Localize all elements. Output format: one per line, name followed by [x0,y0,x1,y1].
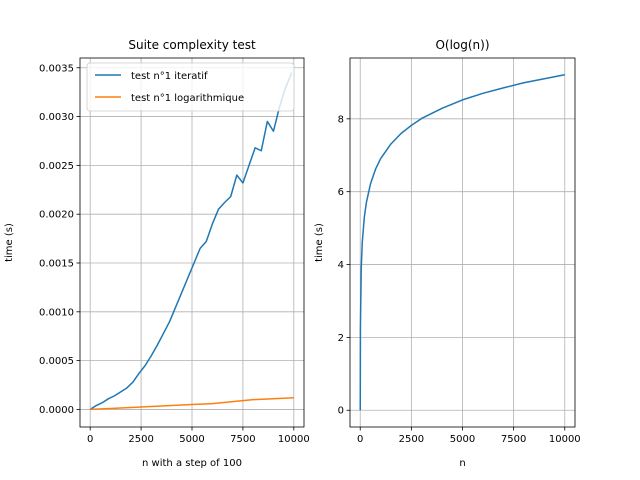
right-y-tick-label: 8 [338,114,344,125]
left-legend: test n°1 iteratif test n°1 logarithmique [86,62,295,112]
right-y-tick-label: 0 [338,406,344,417]
left-y-tick-label: 0.0030 [39,112,74,123]
left-x-tick-label: 10000 [278,434,310,445]
left-y-tick-label: 0.0020 [39,210,74,221]
right-y-tick-label: 2 [338,333,344,344]
left-y-tick-label: 0.0010 [39,307,74,318]
left-x-axis-label: n with a step of 100 [142,458,242,469]
right-x-tick-label: 2500 [399,434,424,445]
right-x-ticks: 0 2500 5000 7500 10000 [357,427,581,445]
left-x-tick-label: 5000 [179,434,204,445]
left-y-axis-label: time (s) [4,223,15,262]
left-y-tick-label: 0.0000 [39,405,74,416]
right-x-tick-label: 0 [357,434,363,445]
right-chart: 0 2500 5000 7500 10000 0 2 4 6 8 O(log(n)) n tim… [314,38,581,469]
left-series-line-0 [89,72,293,411]
left-x-tick-label: 2500 [128,434,153,445]
right-series [359,74,565,411]
right-x-axis-label: n [459,458,465,469]
left-x-tick-label: 7500 [230,434,255,445]
left-y-tick-label: 0.0035 [39,63,74,74]
left-y-tick-label: 0.0005 [39,356,74,367]
left-y-ticks: 0.0000 0.0005 0.0010 0.0015 0.0020 0.0025 0.00… [39,63,80,416]
left-series [89,72,294,411]
left-chart-title: Suite complexity test [128,38,256,52]
left-grid [80,58,304,427]
left-x-ticks: 0 2500 5000 7500 10000 [87,427,310,445]
left-y-tick-label: 0.0015 [39,259,74,270]
legend-box [86,62,295,112]
right-x-tick-label: 7500 [501,434,526,445]
right-y-axis-label: time (s) [314,223,325,262]
left-series-line-1 [90,396,294,411]
left-x-tick-label: 0 [87,434,93,445]
left-chart: 0 2500 5000 7500 10000 0.00000.00050.00100.0… [4,38,310,469]
right-series-line-0 [359,74,565,411]
left-y-tick-label: 0.0025 [39,161,74,172]
right-y-tick-label: 4 [338,260,344,271]
legend-label-1: test n°1 logarithmique [131,93,244,104]
right-x-tick-label: 10000 [549,434,581,445]
right-x-tick-label: 5000 [450,434,475,445]
legend-label-0: test n°1 iteratif [131,71,208,82]
right-chart-title: O(log(n)) [435,38,489,52]
right-y-ticks: 0 2 4 6 8 [338,114,350,417]
right-grid [350,58,575,427]
right-y-tick-label: 6 [338,187,344,198]
